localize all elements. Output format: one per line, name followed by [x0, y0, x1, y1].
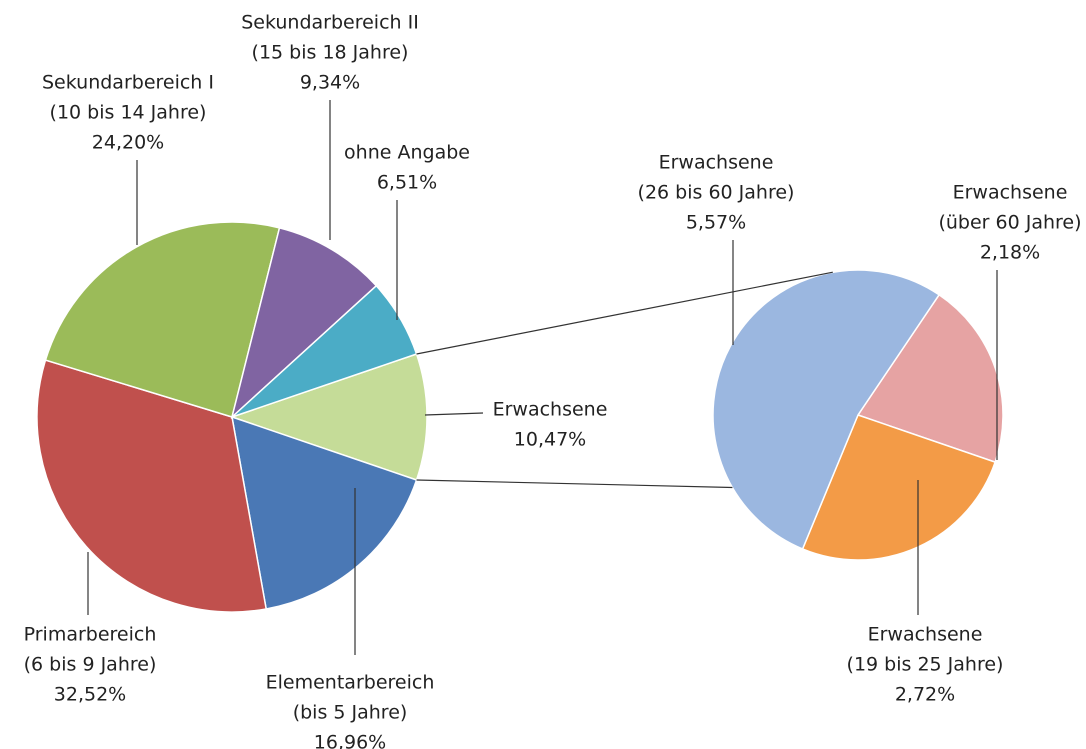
value-label: 6,51% — [377, 172, 437, 194]
connector-line — [416, 271, 833, 355]
slice-label: Primarbereich — [24, 624, 157, 646]
leader-line — [424, 412, 484, 416]
slice-label: Erwachsene — [953, 182, 1068, 204]
pie-slice — [229, 353, 428, 481]
slice-label: (10 bis 14 Jahre) — [50, 102, 207, 124]
pie-slice — [230, 226, 378, 420]
pie-slice — [856, 293, 1004, 464]
pie-slice — [231, 415, 418, 610]
connector-line — [416, 479, 733, 489]
value-label: 2,18% — [980, 242, 1040, 264]
value-label: 24,20% — [92, 132, 164, 154]
slice-label: Erwachsene — [659, 152, 774, 174]
value-label: 2,72% — [895, 684, 955, 706]
slice-label: (über 60 Jahre) — [938, 212, 1081, 234]
slice-label: (6 bis 9 Jahre) — [24, 654, 157, 676]
slice-label: (15 bis 18 Jahre) — [252, 42, 409, 64]
slice-label: (19 bis 25 Jahre) — [847, 654, 1004, 676]
pie-slice — [712, 269, 941, 550]
slice-label: Erwachsene — [868, 624, 983, 646]
value-label: 5,57% — [686, 212, 746, 234]
value-label: 32,52% — [54, 684, 126, 706]
slice-label: Sekundarbereich I — [42, 72, 214, 94]
slice-label: (26 bis 60 Jahre) — [638, 182, 795, 204]
slice-label: Elementarbereich — [266, 672, 435, 694]
slice-label: Sekundarbereich II — [241, 12, 419, 34]
value-label: 10,47% — [514, 429, 586, 451]
pie-slice — [231, 284, 418, 418]
slice-label: ohne Angabe — [344, 142, 470, 164]
slice-label: Erwachsene — [493, 399, 608, 421]
pie-slice — [36, 359, 268, 613]
value-label: 16,96% — [314, 732, 386, 749]
slice-label: (bis 5 Jahre) — [293, 702, 408, 724]
pie-slice — [44, 221, 281, 418]
value-label: 9,34% — [300, 72, 360, 94]
